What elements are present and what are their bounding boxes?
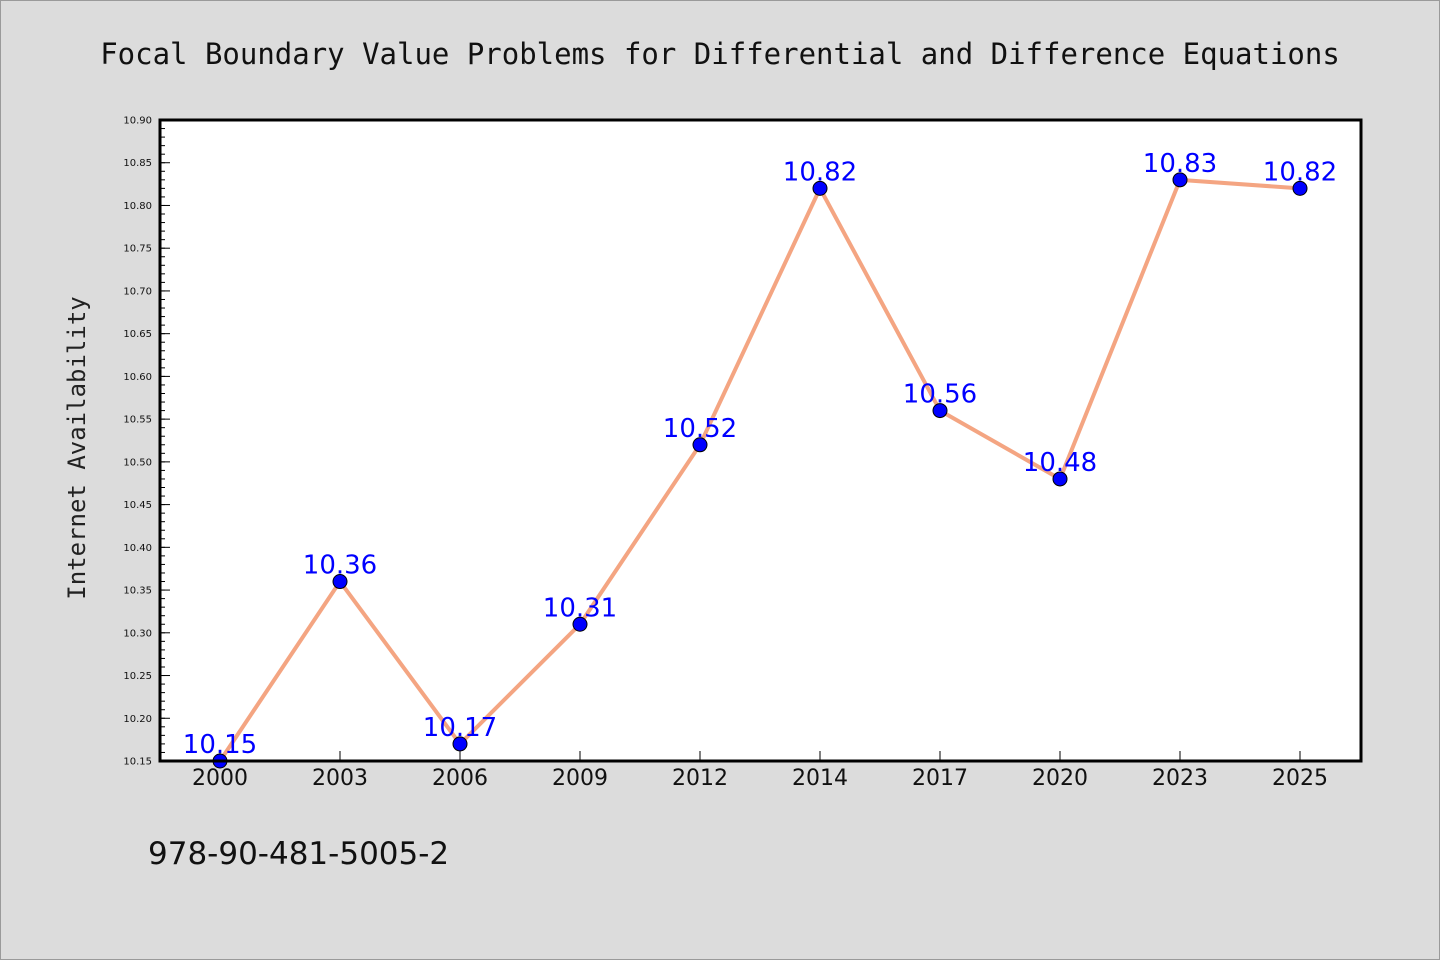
data-label: 10.83 <box>1143 149 1217 179</box>
x-tick-label: 2000 <box>192 766 248 791</box>
data-point <box>1052 471 1068 487</box>
data-point <box>1292 180 1308 196</box>
data-label: 10.48 <box>1023 448 1097 478</box>
data-label: 10.36 <box>303 551 377 581</box>
chart-title: Focal Boundary Value Problems for Differ… <box>100 37 1340 71</box>
data-label: 10.31 <box>543 593 617 623</box>
series-line <box>218 177 1301 763</box>
data-label: 10.15 <box>183 730 257 760</box>
x-tick-label: 2023 <box>1152 766 1208 791</box>
y-tick-label: 10.35 <box>123 586 152 597</box>
data-point <box>332 574 348 590</box>
y-tick-label: 10.80 <box>123 201 152 212</box>
x-tick-label: 2014 <box>792 766 848 791</box>
y-tick-label: 10.30 <box>123 628 152 639</box>
y-tick-label: 10.70 <box>123 286 152 297</box>
plot-border <box>158 118 1363 763</box>
x-tick-label: 2006 <box>432 766 488 791</box>
y-tick-label: 10.90 <box>123 116 152 127</box>
y-axis-label: Internet Availability <box>63 296 91 599</box>
y-tick-label: 10.55 <box>123 415 152 426</box>
x-tick-label: 2020 <box>1032 766 1088 791</box>
data-point <box>932 403 948 419</box>
x-axis: 2000 2003 2006 2009 2012 2014 2017 2020 2023 2025 <box>192 751 1328 791</box>
y-tick-label: 10.85 <box>123 158 152 169</box>
plot-area <box>160 120 1361 761</box>
data-label: 10.82 <box>783 157 857 187</box>
data-point <box>572 616 588 632</box>
data-label: 10.52 <box>663 414 737 444</box>
isbn-text: 978-90-481-5005-2 <box>148 836 449 872</box>
x-tick-label: 2003 <box>312 766 368 791</box>
data-label: 10.56 <box>903 380 977 410</box>
x-tick-label: 2009 <box>552 766 608 791</box>
series-layer: 10.15 10.36 10.17 10.31 10.52 10.82 10.56 10.48… <box>183 149 1337 769</box>
y-tick-label: 10.40 <box>123 543 152 554</box>
y-tick-label: 10.45 <box>123 500 152 511</box>
y-tick-label: 10.65 <box>123 329 152 340</box>
data-point <box>1172 172 1188 188</box>
x-tick-label: 2025 <box>1272 766 1328 791</box>
y-tick-label: 10.20 <box>123 714 152 725</box>
data-label: 10.17 <box>423 713 497 743</box>
y-tick-label: 10.60 <box>123 372 152 383</box>
y-tick-label: 10.15 <box>123 757 152 768</box>
data-point <box>692 437 708 453</box>
data-label: 10.82 <box>1263 157 1337 187</box>
x-tick-label: 2017 <box>912 766 968 791</box>
y-tick-label: 10.50 <box>123 457 152 468</box>
y-tick-label: 10.25 <box>123 671 152 682</box>
x-tick-label: 2012 <box>672 766 728 791</box>
y-tick-label: 10.75 <box>123 244 152 255</box>
data-point <box>452 736 468 752</box>
data-point <box>812 180 828 196</box>
